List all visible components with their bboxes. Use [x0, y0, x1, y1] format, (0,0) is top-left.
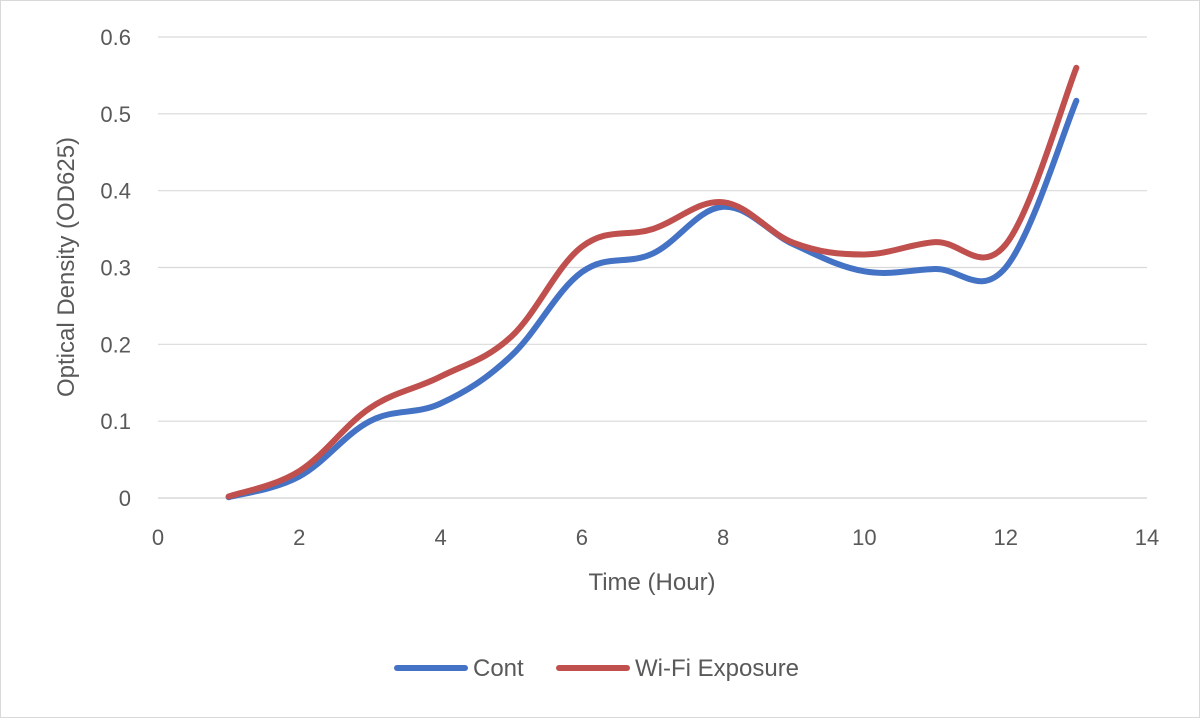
x-tick-label: 12 — [993, 525, 1017, 550]
legend: Cont Wi-Fi Exposure — [394, 655, 799, 682]
y-tick-label: 0.2 — [100, 332, 131, 357]
y-tick-label: 0.4 — [100, 179, 131, 204]
gridlines — [158, 36, 1147, 499]
y-tick-label: 0.1 — [100, 409, 131, 434]
x-tick-labels: 0 2 4 6 8 10 12 14 — [152, 525, 1159, 550]
y-tick-label: 0.6 — [100, 25, 131, 50]
y-tick-label: 0.3 — [100, 256, 131, 281]
series-lines — [225, 64, 1080, 501]
x-axis-title: Time (Hour) — [588, 569, 715, 596]
y-tick-label: 0.5 — [100, 102, 131, 127]
legend-label: Cont — [473, 655, 524, 682]
x-tick-label: 14 — [1135, 525, 1159, 550]
y-tick-label: 0 — [119, 486, 131, 511]
series-line-1 — [225, 97, 1080, 501]
x-tick-label: 8 — [717, 525, 729, 550]
y-axis-title: Optical Density (OD625) — [53, 137, 80, 397]
x-tick-label: 2 — [293, 525, 305, 550]
x-tick-label: 0 — [152, 525, 164, 550]
x-tick-label: 4 — [434, 525, 446, 550]
x-tick-label: 10 — [852, 525, 876, 550]
y-tick-labels: 0 0.1 0.2 0.3 0.4 0.5 0.6 — [100, 25, 131, 511]
series-line-2 — [225, 64, 1080, 500]
legend-label: Wi-Fi Exposure — [635, 655, 799, 682]
x-tick-label: 6 — [576, 525, 588, 550]
